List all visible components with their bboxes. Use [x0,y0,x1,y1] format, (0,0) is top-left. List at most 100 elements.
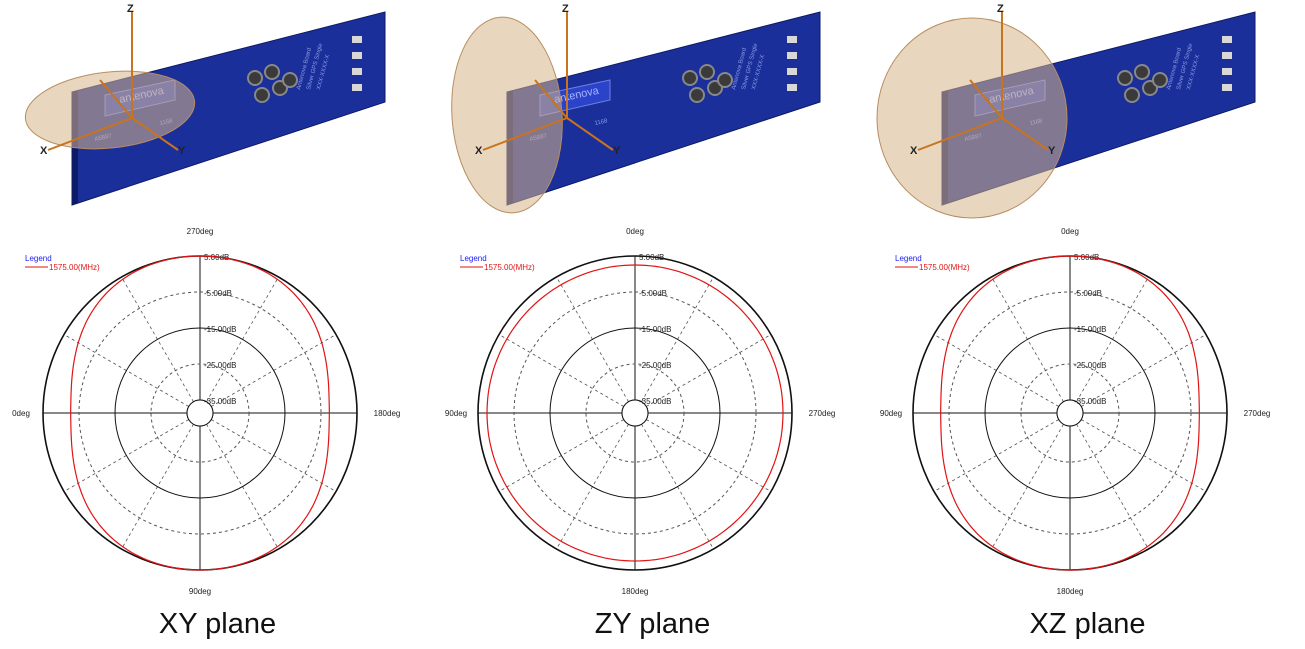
connector [689,87,705,103]
axis-aux [969,79,1003,119]
angle-label-left: 90deg [445,409,467,418]
connector [1117,70,1133,86]
radial-tick-label: -25.00dB [1074,361,1106,370]
radial-tick-label: -35.00dB [204,397,236,406]
legend-title: Legend [895,254,922,263]
chip-label: 1168 [594,118,609,127]
radial-tick-label: -15.00dB [204,325,236,334]
radial-tick-label: -15.00dB [639,325,671,334]
y-axis [1001,117,1049,151]
y-axis-label: Y [613,145,621,157]
axis-aux [99,79,133,119]
legend-entry: 1575.00(MHz) [484,263,535,272]
x-axis [917,117,1003,151]
contact-pad [352,84,362,91]
radiation-trace [940,255,1200,571]
radiation-lobe [24,70,196,150]
coordinate-axes [47,12,179,151]
polar-outer-ring [477,255,793,571]
connector [1124,87,1140,103]
angle-label-left: 90deg [880,409,902,418]
radial-tick-label: -35.00dB [639,397,671,406]
contact-pad [1222,68,1232,75]
radial-tick-label: -15.00dB [1074,325,1106,334]
radial-tick-label: -35.00dB [1074,397,1106,406]
connector [282,72,298,88]
angle-label-top: 270deg [187,227,214,236]
connector [1152,72,1168,88]
contact-pad [787,84,797,91]
x-axis-label: X [40,145,48,157]
polar-ring [984,327,1156,499]
polar-ring [549,327,721,499]
axis-aux [534,79,568,119]
connector [254,87,270,103]
z-axis-label: Z [127,3,134,15]
legend-title: Legend [25,254,52,263]
coordinate-axes [917,12,1049,151]
connector [247,70,263,86]
z-axis-label: Z [997,3,1004,15]
contact-pad [1222,84,1232,91]
connector [264,64,280,80]
radiation-trace [70,255,330,571]
contact-pad [1222,52,1232,59]
contact-pad [1222,36,1232,43]
contact-pad [352,68,362,75]
x-axis [482,117,568,151]
angle-label-top: 0deg [626,227,644,236]
polar-ring [114,327,286,499]
radial-tick-label: -5.00dB [1074,289,1102,298]
y-axis [131,117,179,151]
angle-label-bottom: 180deg [622,587,649,596]
polar-chart: 5.00dB-5.00dB-15.00dB-25.00dB-35.00dB0de… [445,227,836,596]
polar-grid [912,255,1228,571]
contact-pad [787,52,797,59]
radial-tick-label: 5.00dB [639,253,664,262]
x-axis [47,117,133,151]
legend-entry: 1575.00(MHz) [49,263,100,272]
polar-ring [78,291,322,535]
z-axis-label: Z [562,3,569,15]
plane-caption: XY plane [158,608,277,640]
legend-title: Legend [460,254,487,263]
plane-caption: ZY plane [594,608,711,640]
connector [682,70,698,86]
polar-chart: 5.00dB-5.00dB-15.00dB-25.00dB-35.00dB0de… [880,227,1271,596]
polar-center-hole [621,399,649,427]
polar-ring [948,291,1192,535]
polar-grid [42,255,358,571]
coordinate-axes [482,12,614,151]
x-axis-label: X [910,145,918,157]
radial-tick-label: -5.00dB [204,289,232,298]
contact-pad [787,68,797,75]
polar-center-hole [1056,399,1084,427]
legend-entry: 1575.00(MHz) [919,263,970,272]
polar-chart: 5.00dB-5.00dB-15.00dB-25.00dB-35.00dB270… [12,227,401,596]
plane-caption: XZ plane [1029,608,1146,640]
angle-label-right: 270deg [1244,409,1271,418]
angle-label-right: 180deg [374,409,401,418]
connector [1134,64,1150,80]
angle-label-right: 270deg [809,409,836,418]
radial-tick-label: -25.00dB [204,361,236,370]
polar-ring [150,363,250,463]
y-axis-label: Y [178,145,186,157]
contact-pad [787,36,797,43]
connector [717,72,733,88]
y-axis-label: Y [1048,145,1056,157]
x-axis-label: X [475,145,483,157]
polar-ring [513,291,757,535]
angle-label-bottom: 180deg [1057,587,1084,596]
contact-pad [352,52,362,59]
polar-ring [1020,363,1120,463]
polar-grid [477,255,793,571]
angle-label-bottom: 90deg [189,587,211,596]
y-axis [566,117,614,151]
